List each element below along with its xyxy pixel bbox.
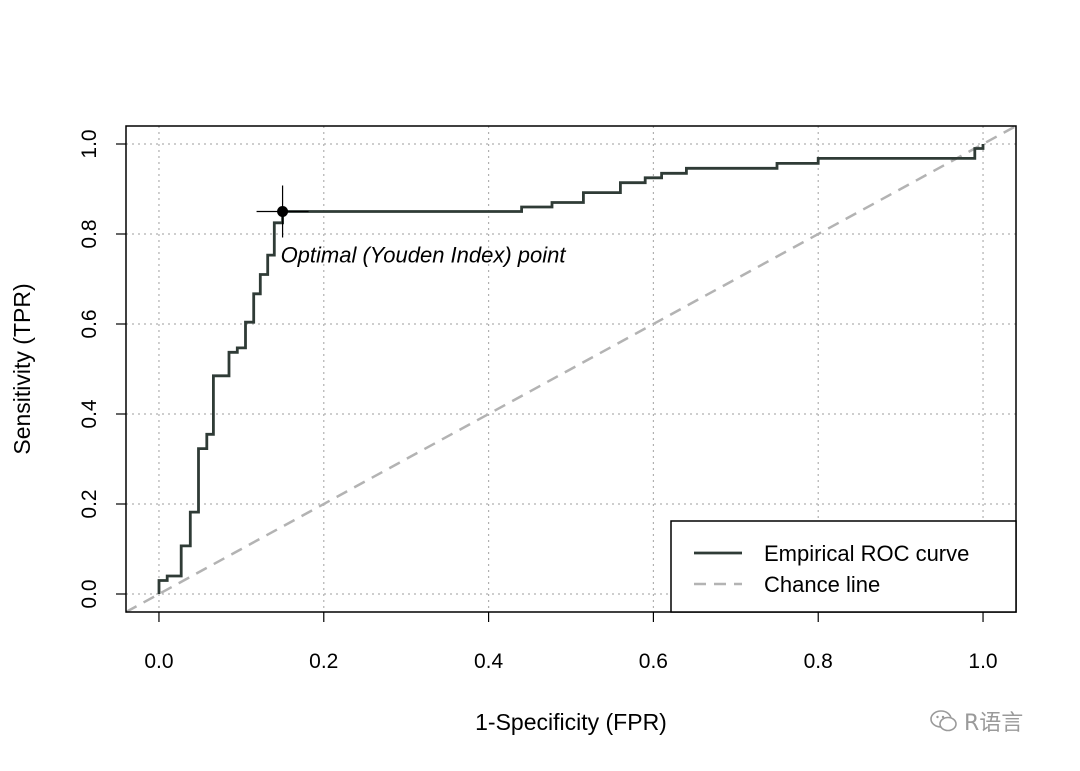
x-tick-label: 0.2 <box>309 650 338 673</box>
wechat-icon <box>930 710 957 732</box>
x-tick-label: 0.0 <box>144 650 173 673</box>
y-axis: 0.0 0.2 0.4 0.6 0.8 1.0 <box>78 129 126 609</box>
y-tick-label: 0.8 <box>78 219 101 248</box>
optimal-point <box>277 206 289 217</box>
roc-curve-layer <box>157 144 985 594</box>
y-tick-label: 0.6 <box>78 309 101 338</box>
x-axis-title: 1-Specificity (FPR) <box>475 709 667 735</box>
y-tick-label: 1.0 <box>78 129 101 158</box>
x-tick-label: 0.6 <box>639 650 668 673</box>
x-axis: 0.0 0.2 0.4 0.6 0.8 1.0 <box>144 612 998 673</box>
chance-line-layer <box>125 124 1017 614</box>
optimal-point-layer <box>256 185 309 238</box>
chance-line <box>125 124 1017 614</box>
legend-box <box>670 520 1017 613</box>
legend-label-roc: Empirical ROC curve <box>764 541 969 566</box>
x-tick-label: 0.4 <box>474 650 504 673</box>
y-axis-title: Sensitivity (TPR) <box>9 283 35 454</box>
x-tick-label: 0.8 <box>804 650 833 673</box>
legend-label-chance: Chance line <box>764 572 880 597</box>
plot-frame <box>125 125 1017 613</box>
y-tick-label: 0.2 <box>78 489 101 518</box>
grid <box>126 126 1016 612</box>
y-tick-label: 0.4 <box>78 399 101 429</box>
optimal-point-annotation: Optimal (Youden Index) point <box>281 243 567 268</box>
roc-curve-line <box>157 144 985 594</box>
watermark-text: R语言 <box>964 711 1024 736</box>
x-tick-label: 1.0 <box>968 650 997 673</box>
y-tick-label: 0.0 <box>78 579 101 608</box>
watermark: R语言 <box>930 705 1023 737</box>
legend: Empirical ROC curve Chance line <box>670 520 1017 613</box>
